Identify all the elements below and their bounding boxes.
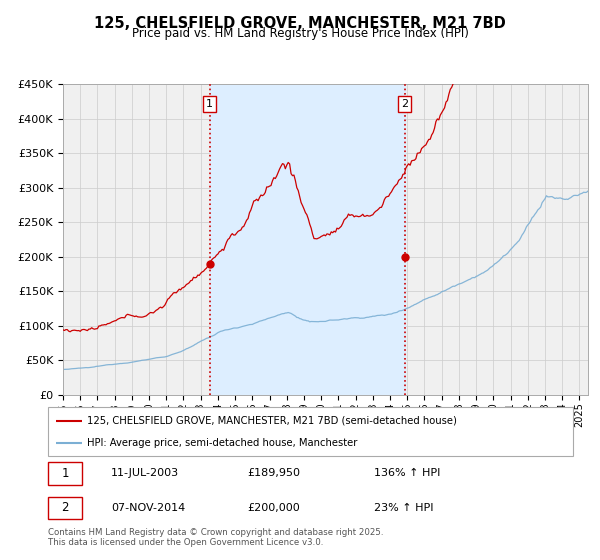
Text: HPI: Average price, semi-detached house, Manchester: HPI: Average price, semi-detached house,… <box>88 438 358 448</box>
Text: 11-JUL-2003: 11-JUL-2003 <box>111 468 179 478</box>
FancyBboxPatch shape <box>48 407 573 456</box>
Text: 125, CHELSFIELD GROVE, MANCHESTER, M21 7BD: 125, CHELSFIELD GROVE, MANCHESTER, M21 7… <box>94 16 506 31</box>
Text: 07-NOV-2014: 07-NOV-2014 <box>111 503 185 513</box>
Text: Contains HM Land Registry data © Crown copyright and database right 2025.
This d: Contains HM Land Registry data © Crown c… <box>48 528 383 547</box>
Text: 23% ↑ HPI: 23% ↑ HPI <box>373 503 433 513</box>
Text: 1: 1 <box>206 99 214 109</box>
Text: 2: 2 <box>401 99 408 109</box>
Text: 2: 2 <box>61 501 69 514</box>
Text: 125, CHELSFIELD GROVE, MANCHESTER, M21 7BD (semi-detached house): 125, CHELSFIELD GROVE, MANCHESTER, M21 7… <box>88 416 457 426</box>
Text: Price paid vs. HM Land Registry's House Price Index (HPI): Price paid vs. HM Land Registry's House … <box>131 27 469 40</box>
FancyBboxPatch shape <box>48 497 82 519</box>
Bar <box>210 84 404 395</box>
Text: 1: 1 <box>61 467 69 480</box>
Text: £200,000: £200,000 <box>248 503 300 513</box>
Text: £189,950: £189,950 <box>248 468 301 478</box>
FancyBboxPatch shape <box>48 462 82 484</box>
Text: 136% ↑ HPI: 136% ↑ HPI <box>373 468 440 478</box>
